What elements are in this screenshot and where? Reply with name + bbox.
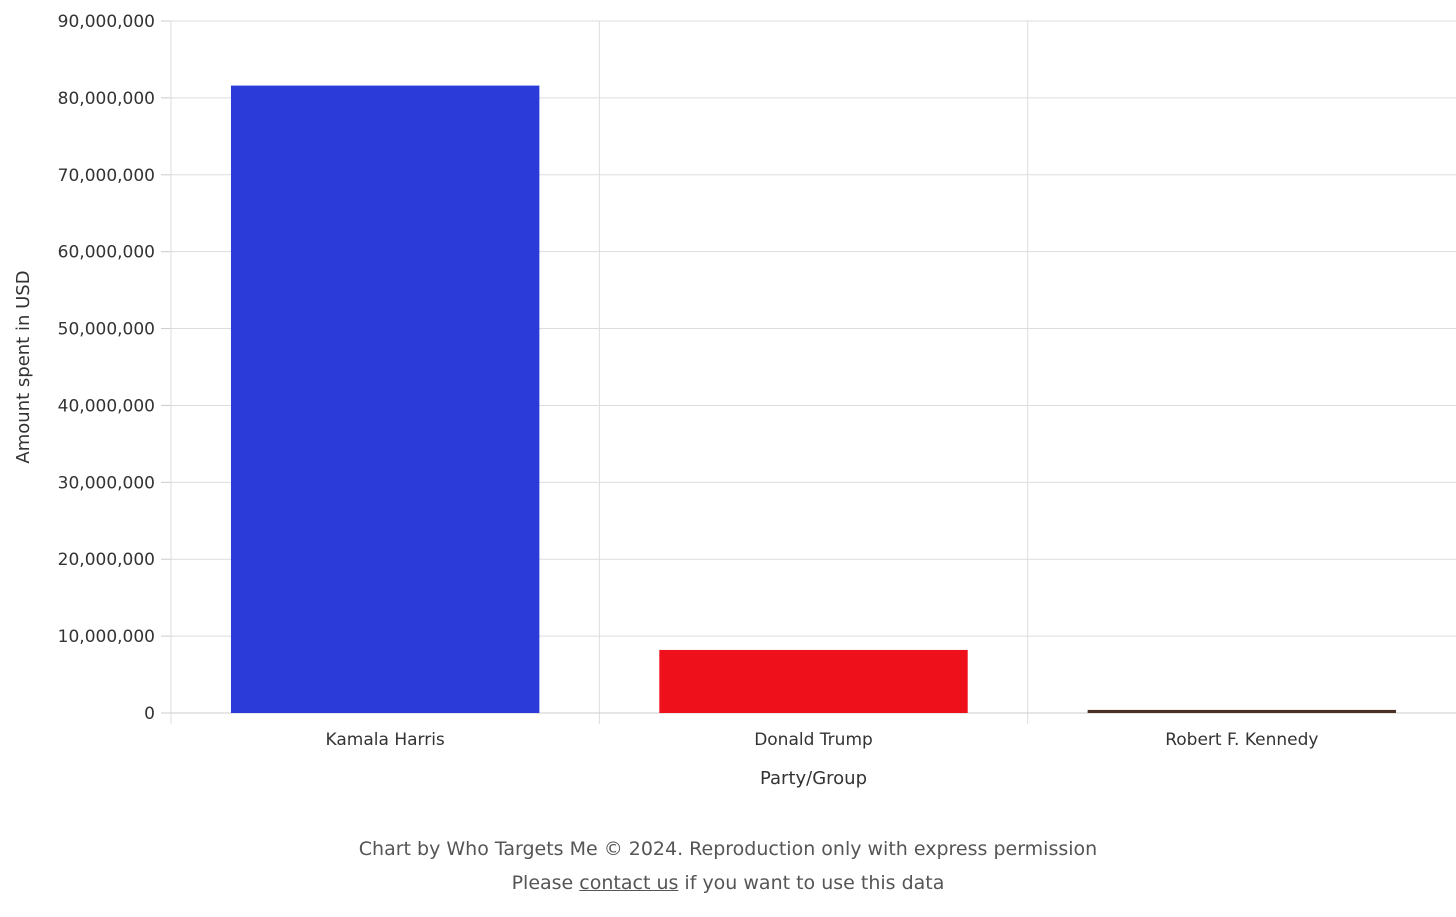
x-tick-label: Kamala Harris <box>326 730 445 750</box>
y-tick-label: 90,000,000 <box>58 12 155 32</box>
x-tick-labels: Kamala Harris Donald Trump Robert F. Kenne… <box>326 730 1319 750</box>
y-tick-labels: 0 10,000,000 20,000,000 30,000,000 40,000,00… <box>58 12 155 724</box>
contact-line: Please contact us if you want to use thi… <box>0 872 1456 894</box>
bar-robert-f-kennedy <box>1087 709 1397 713</box>
y-axis-label: Amount spent in USD <box>13 270 34 463</box>
y-tick-label: 20,000,000 <box>58 550 155 570</box>
contact-prefix: Please <box>511 872 580 894</box>
bar-kamala-harris <box>230 85 540 713</box>
y-tick-label: 80,000,000 <box>58 89 155 109</box>
bar-donald-trump <box>659 649 968 713</box>
x-tick-label: Robert F. Kennedy <box>1165 730 1318 750</box>
y-tick-label: 40,000,000 <box>58 396 155 416</box>
contact-suffix: if you want to use this data <box>678 872 945 894</box>
y-tick-label: 60,000,000 <box>58 243 155 263</box>
x-tick-label: Donald Trump <box>754 730 873 750</box>
contact-us-link[interactable]: contact us <box>579 872 679 894</box>
y-tick-label: 30,000,000 <box>58 473 155 493</box>
y-tick-label: 10,000,000 <box>58 627 155 647</box>
y-tick-label: 0 <box>144 704 155 724</box>
x-axis-label: Party/Group <box>760 768 867 789</box>
y-tick-label: 50,000,000 <box>58 320 155 340</box>
chart-credit: Chart by Who Targets Me © 2024. Reproduc… <box>358 838 1098 860</box>
y-tick-label: 70,000,000 <box>58 166 155 186</box>
bars <box>230 85 1397 713</box>
